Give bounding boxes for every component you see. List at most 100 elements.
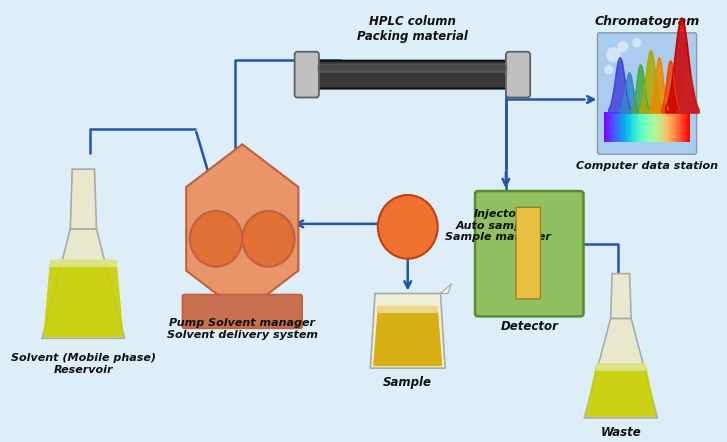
Polygon shape (686, 112, 688, 142)
Polygon shape (677, 112, 678, 142)
Polygon shape (617, 112, 618, 142)
Polygon shape (373, 305, 442, 366)
Text: Waste: Waste (601, 426, 641, 439)
Polygon shape (609, 112, 610, 142)
Polygon shape (635, 112, 636, 142)
Polygon shape (585, 363, 656, 417)
Polygon shape (186, 144, 298, 313)
Polygon shape (639, 112, 640, 142)
Polygon shape (631, 112, 632, 142)
Polygon shape (673, 112, 674, 142)
Polygon shape (647, 112, 648, 142)
Polygon shape (661, 112, 662, 142)
Polygon shape (636, 112, 637, 142)
Polygon shape (619, 112, 620, 142)
Polygon shape (630, 112, 631, 142)
Polygon shape (637, 112, 638, 142)
Polygon shape (678, 112, 679, 142)
Polygon shape (605, 112, 606, 142)
Polygon shape (669, 112, 670, 142)
FancyBboxPatch shape (317, 64, 507, 73)
Polygon shape (688, 112, 689, 142)
Polygon shape (42, 229, 124, 338)
Polygon shape (642, 112, 643, 142)
Polygon shape (71, 169, 97, 229)
Polygon shape (674, 112, 675, 142)
Polygon shape (672, 112, 673, 142)
Polygon shape (665, 112, 666, 142)
Polygon shape (658, 112, 659, 142)
FancyBboxPatch shape (318, 65, 507, 71)
Polygon shape (667, 112, 669, 142)
Polygon shape (641, 112, 642, 142)
Polygon shape (684, 112, 685, 142)
Text: Detector: Detector (500, 320, 558, 333)
Polygon shape (643, 112, 644, 142)
Polygon shape (613, 112, 614, 142)
Polygon shape (679, 112, 680, 142)
FancyBboxPatch shape (516, 207, 540, 299)
Polygon shape (629, 112, 630, 142)
Polygon shape (628, 112, 629, 142)
Polygon shape (671, 112, 672, 142)
Polygon shape (656, 112, 657, 142)
Polygon shape (650, 112, 651, 142)
Polygon shape (638, 112, 639, 142)
Text: HPLC column
Packing material: HPLC column Packing material (357, 15, 468, 43)
Polygon shape (653, 112, 654, 142)
Polygon shape (612, 112, 613, 142)
FancyBboxPatch shape (475, 191, 584, 316)
Polygon shape (50, 259, 116, 267)
Polygon shape (681, 112, 683, 142)
Polygon shape (654, 112, 655, 142)
Polygon shape (623, 112, 624, 142)
Polygon shape (660, 112, 661, 142)
Polygon shape (640, 112, 641, 142)
Polygon shape (604, 112, 605, 142)
Polygon shape (648, 112, 650, 142)
Polygon shape (608, 112, 609, 142)
Text: Sample: Sample (383, 376, 433, 389)
Polygon shape (633, 112, 634, 142)
Polygon shape (676, 112, 677, 142)
Polygon shape (614, 112, 615, 142)
Text: Injector
Auto sampler
Sample manager: Injector Auto sampler Sample manager (445, 209, 551, 242)
Polygon shape (625, 112, 627, 142)
Circle shape (604, 65, 614, 75)
Circle shape (242, 211, 294, 267)
Circle shape (606, 47, 621, 63)
Polygon shape (441, 284, 451, 293)
Polygon shape (666, 112, 667, 142)
Polygon shape (624, 112, 625, 142)
Polygon shape (585, 318, 657, 418)
FancyBboxPatch shape (182, 294, 302, 328)
Polygon shape (664, 112, 665, 142)
Polygon shape (610, 112, 611, 142)
Polygon shape (634, 112, 635, 142)
Polygon shape (644, 112, 646, 142)
Polygon shape (657, 112, 658, 142)
Polygon shape (680, 112, 681, 142)
Polygon shape (685, 112, 686, 142)
Polygon shape (622, 112, 623, 142)
Text: Pump Solvent manager
Solvent delivery system: Pump Solvent manager Solvent delivery sy… (166, 318, 318, 340)
Polygon shape (662, 112, 664, 142)
Polygon shape (683, 112, 684, 142)
Polygon shape (652, 112, 653, 142)
Polygon shape (651, 112, 652, 142)
Polygon shape (670, 112, 671, 142)
Polygon shape (606, 112, 608, 142)
Polygon shape (632, 112, 633, 142)
Polygon shape (620, 112, 622, 142)
Polygon shape (378, 305, 438, 313)
Polygon shape (615, 112, 616, 142)
FancyBboxPatch shape (598, 33, 696, 154)
Polygon shape (646, 112, 647, 142)
Polygon shape (43, 259, 124, 337)
Polygon shape (675, 112, 676, 142)
Polygon shape (689, 112, 690, 142)
Polygon shape (616, 112, 617, 142)
Polygon shape (611, 274, 631, 318)
Polygon shape (611, 112, 612, 142)
Circle shape (378, 195, 438, 259)
